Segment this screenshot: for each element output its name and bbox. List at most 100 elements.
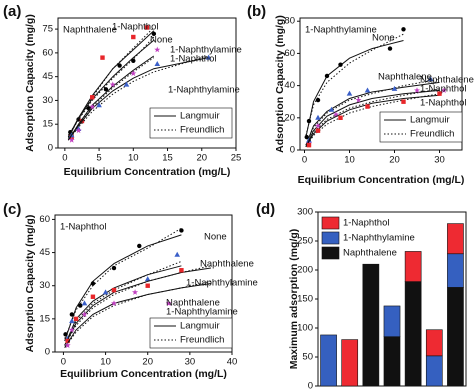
label: Naphthalene [200, 259, 254, 270]
point [306, 142, 312, 148]
legend-label: 1-Naphthol [343, 218, 389, 229]
y-tick-label: 75 [42, 24, 53, 35]
label: 1-Naphthol [170, 54, 216, 65]
point [69, 318, 75, 324]
x-tick-label: 5 [96, 153, 101, 164]
bar [447, 253, 464, 288]
bar [447, 223, 464, 255]
point [154, 60, 161, 66]
freundlich-fit [67, 55, 209, 141]
y-tick-label: 45 [39, 247, 50, 258]
point [154, 46, 161, 53]
point [165, 300, 172, 306]
y-tick-label: 60 [39, 214, 50, 225]
legend-box [149, 107, 233, 139]
langmuir-fit [305, 89, 440, 148]
point [100, 55, 105, 60]
bar [341, 339, 359, 387]
freundlich-fit [67, 36, 155, 136]
point [401, 27, 406, 32]
point [131, 34, 136, 40]
panel-title: Naphthalene [63, 25, 117, 36]
panel-title: 1-Naphthol [60, 222, 106, 233]
legend-swatch [321, 246, 340, 260]
bar [425, 329, 443, 357]
freundlich-fit [305, 93, 440, 148]
point [90, 294, 96, 299]
label: 1-Naphthylamine [166, 307, 238, 318]
point [78, 303, 83, 308]
legend-label: Langmuir [180, 111, 220, 122]
panel-label: (d) [256, 201, 275, 218]
y-tick-label: 300 [297, 207, 313, 218]
x-tick-label: 40 [227, 357, 238, 368]
point [65, 338, 70, 344]
point [109, 81, 116, 88]
x-tick-label: 20 [196, 153, 207, 164]
freundlich-fit [64, 260, 182, 346]
x-tick-label: 30 [434, 155, 445, 166]
point [205, 54, 212, 60]
y-axis-title: Adsorption Capacity (mg/g) [24, 14, 36, 152]
label: 1-Naphthol [112, 22, 158, 33]
point [328, 106, 335, 112]
label: None [372, 33, 395, 44]
point [111, 300, 117, 306]
point [315, 128, 321, 133]
point [145, 283, 150, 288]
x-tick-label: 0 [61, 357, 66, 368]
point [437, 91, 442, 96]
point [131, 58, 136, 64]
label: Naphthalene [420, 75, 474, 86]
label: 1-Naphthylamine [168, 85, 240, 96]
y-tick-label: 40 [284, 80, 295, 91]
point [117, 63, 122, 68]
langmuir-fit [305, 94, 440, 148]
legend-label: Freundlich [410, 129, 454, 140]
langmuir-fit [305, 81, 440, 146]
x-tick-label: 10 [128, 153, 139, 164]
legend-label: Freundlich [180, 125, 224, 136]
x-tick-label: 10 [344, 155, 355, 166]
label: Naphthalene [378, 72, 432, 83]
point [324, 73, 330, 79]
point [315, 97, 321, 103]
legend-label: Freundlich [180, 335, 224, 346]
point [86, 106, 92, 111]
y-tick-label: 0 [308, 381, 313, 391]
point [346, 90, 353, 96]
label: None [150, 35, 173, 46]
point [111, 287, 117, 293]
legend-label: Langmuir [180, 321, 220, 332]
point [63, 332, 68, 337]
legend-box [379, 111, 463, 143]
y-tick-label: 0 [48, 143, 53, 154]
langmuir-fit [64, 265, 182, 346]
point [144, 25, 150, 30]
label: 1-Naphthylamine [186, 278, 258, 289]
langmuir-fit [64, 234, 182, 342]
point [427, 76, 434, 82]
y-tick-label: 0 [45, 347, 50, 358]
y-tick-label: 60 [284, 48, 295, 59]
point [96, 102, 102, 108]
point [179, 268, 184, 273]
y-tick-label: 15 [42, 119, 53, 130]
x-tick-label: 10 [100, 357, 111, 368]
x-axis-title: Equilibrium Concentration (mg/L) [298, 174, 465, 186]
label: 1-Naphthol [420, 84, 466, 95]
point [123, 81, 130, 87]
point [132, 289, 139, 295]
legend-label: 1-Naphthylamine [343, 233, 415, 244]
point [102, 289, 109, 295]
bar [425, 355, 443, 387]
x-axis-title: Equilibrium Concentration (mg/L) [60, 368, 227, 380]
point [137, 243, 142, 249]
y-tick-label: 100 [297, 323, 313, 334]
y-tick-label: 15 [39, 313, 50, 324]
point [64, 342, 71, 348]
label: Naphthalene [166, 298, 220, 309]
point [174, 251, 181, 257]
point [103, 87, 109, 92]
point [68, 136, 75, 143]
